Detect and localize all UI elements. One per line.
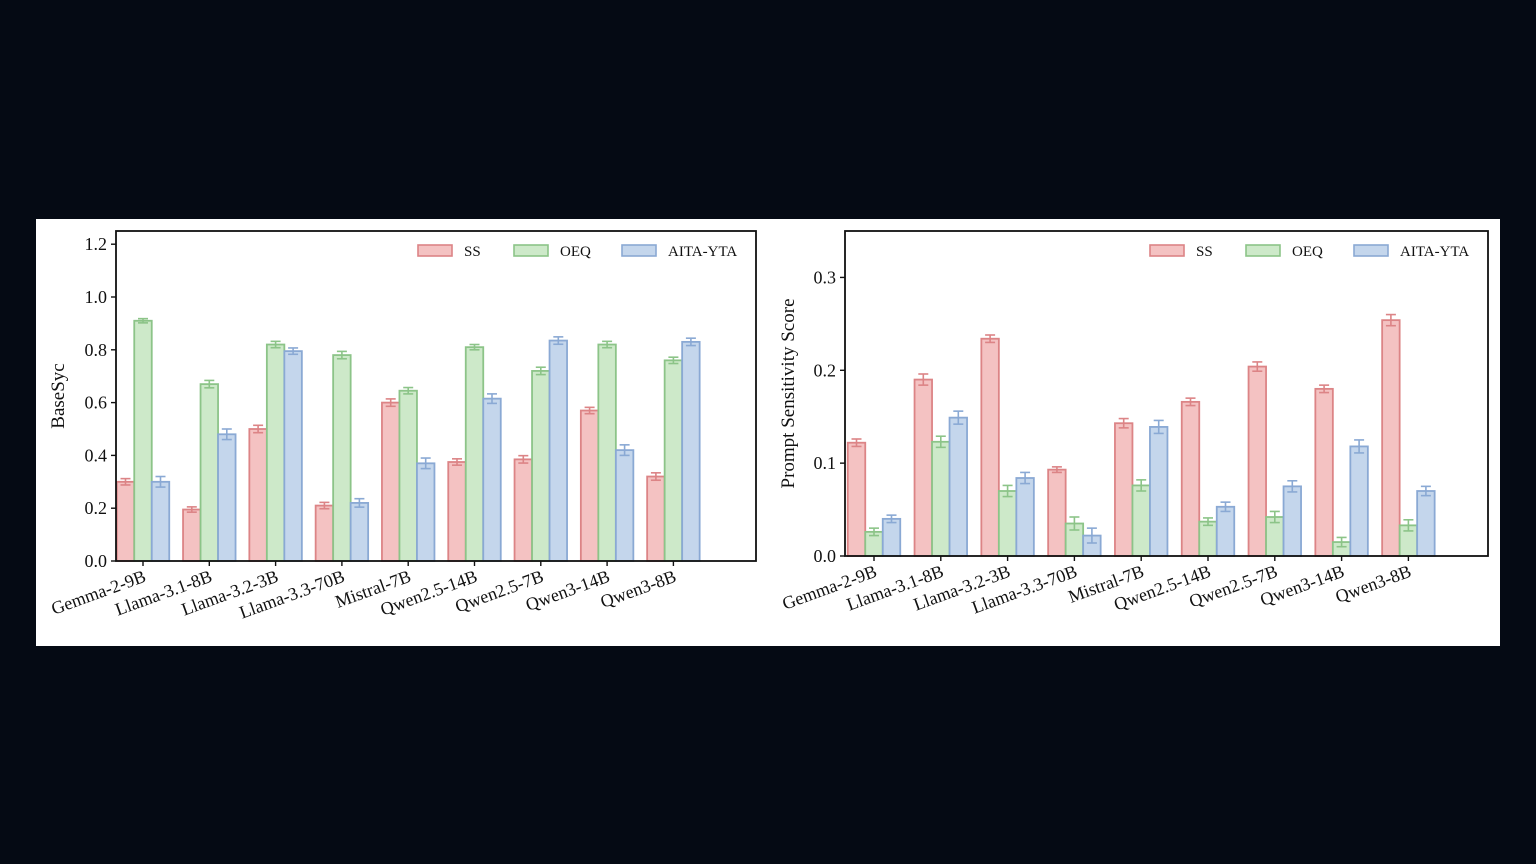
plot-frame: [844, 230, 1489, 557]
bar-ss-qwen2.5-7b: [1247, 365, 1267, 557]
y-tick-label: 0.0: [85, 551, 108, 571]
legend-label-oeq: OEQ: [1292, 244, 1323, 260]
bar-ss-llama-3.1-8b: [182, 508, 202, 562]
legend-swatch-oeq: [1245, 244, 1281, 257]
bar-ss-qwen2.5-14b: [447, 461, 467, 562]
bar-ss-gemma-2-9b: [115, 480, 136, 562]
bar-ss-qwen3-8b: [646, 475, 666, 562]
bar-aita-yta-qwen3-8b: [1416, 490, 1436, 557]
bar-oeq-llama-3.1-8b: [199, 383, 219, 562]
bar-oeq-llama-3.3-70b: [332, 354, 352, 562]
legend-label-aita-yta: AITA-YTA: [1400, 244, 1469, 260]
bar-aita-yta-qwen2.5-14b: [1215, 505, 1236, 557]
y-tick-label: 0.8: [85, 340, 108, 360]
legend-label-aita-yta: AITA-YTA: [668, 244, 737, 260]
bar-aita-yta-llama-3.2-3b: [283, 350, 303, 562]
y-tick-label: 0.0: [814, 546, 837, 566]
bar-aita-yta-qwen3-8b: [681, 340, 701, 562]
y-axis-title: BaseSyc: [48, 363, 69, 428]
bar-oeq-qwen3-14b: [597, 343, 617, 562]
bar-aita-yta-qwen2.5-7b: [1282, 485, 1302, 557]
bar-oeq-qwen3-8b: [663, 359, 684, 562]
legend-swatch-aita-yta: [621, 244, 657, 257]
bar-aita-yta-llama-3.2-3b: [1015, 477, 1035, 557]
figure-panel: 0.0 0.2 0.4 0.6 0.8 1.0 1.2 Gemma-2-9B Llama-3.1…: [36, 219, 1500, 646]
bar-ss-llama-3.3-70b: [1047, 468, 1067, 557]
bar-aita-yta-gemma-2-9b: [881, 517, 902, 557]
bar-oeq-qwen2.5-7b: [531, 370, 551, 562]
bar-oeq-mistral-7b: [398, 389, 418, 562]
y-tick-label: 0.3: [814, 267, 837, 287]
x-tick-label: Qwen3-8B: [598, 566, 679, 612]
bar-ss-llama-3.2-3b: [248, 428, 268, 562]
y-tick-label: 0.1: [814, 453, 837, 473]
chart-canvas: 0.00.20.40.60.81.01.2Gemma-2-9BLlama-3.1…: [48, 230, 1489, 623]
bar-ss-llama-3.1-8b: [913, 378, 933, 557]
bar-ss-qwen3-14b: [1314, 387, 1334, 557]
bar-oeq-llama-3.1-8b: [931, 440, 951, 557]
bar-aita-yta-qwen2.5-14b: [482, 397, 502, 562]
bar-aita-yta-gemma-2-9b: [150, 480, 171, 562]
x-tick-label: Qwen3-8B: [1333, 561, 1414, 607]
plot-frame: [115, 230, 757, 562]
bar-ss-llama-3.3-70b: [314, 504, 335, 562]
bar-aita-yta-llama-3.1-8b: [948, 416, 968, 557]
bar-aita-yta-qwen3-14b: [1349, 445, 1369, 557]
bar-ss-qwen3-14b: [579, 409, 600, 562]
y-tick-label: 1.0: [85, 287, 108, 307]
y-axis-title: Prompt Sensitivity Score: [778, 299, 799, 489]
legend-label-ss: SS: [464, 244, 481, 260]
bar-aita-yta-qwen3-14b: [614, 449, 635, 562]
bar-aita-yta-qwen2.5-7b: [548, 339, 568, 562]
bar-ss-llama-3.2-3b: [980, 337, 1000, 557]
bar-oeq-qwen2.5-14b: [1198, 520, 1218, 557]
legend-swatch-oeq: [513, 244, 549, 257]
bar-oeq-mistral-7b: [1131, 484, 1151, 557]
bar-ss-mistral-7b: [381, 401, 401, 562]
bar-oeq-llama-3.2-3b: [265, 343, 286, 562]
bar-ss-qwen2.5-14b: [1180, 400, 1201, 557]
y-tick-label: 0.2: [814, 360, 837, 380]
y-tick-label: 0.4: [85, 445, 108, 465]
bar-ss-qwen3-8b: [1381, 319, 1401, 557]
bar-ss-qwen2.5-7b: [513, 458, 533, 562]
bar-aita-yta-mistral-7b: [416, 462, 436, 562]
bar-aita-yta-llama-3.1-8b: [217, 433, 237, 562]
bar-oeq-qwen2.5-14b: [464, 346, 485, 562]
bar-aita-yta-mistral-7b: [1149, 426, 1169, 557]
legend-swatch-ss: [417, 244, 453, 257]
legend-label-oeq: OEQ: [560, 244, 591, 260]
bar-ss-mistral-7b: [1114, 422, 1134, 557]
bar-aita-yta-llama-3.3-70b: [349, 502, 370, 562]
legend-swatch-ss: [1149, 244, 1185, 257]
bar-ss-gemma-2-9b: [846, 441, 867, 557]
legend-swatch-aita-yta: [1353, 244, 1389, 257]
y-tick-label: 1.2: [85, 234, 108, 254]
legend-label-ss: SS: [1196, 244, 1213, 260]
y-tick-label: 0.2: [85, 498, 108, 518]
y-tick-label: 0.6: [85, 393, 108, 413]
bar-oeq-llama-3.2-3b: [997, 490, 1018, 557]
bar-oeq-gemma-2-9b: [133, 319, 153, 562]
